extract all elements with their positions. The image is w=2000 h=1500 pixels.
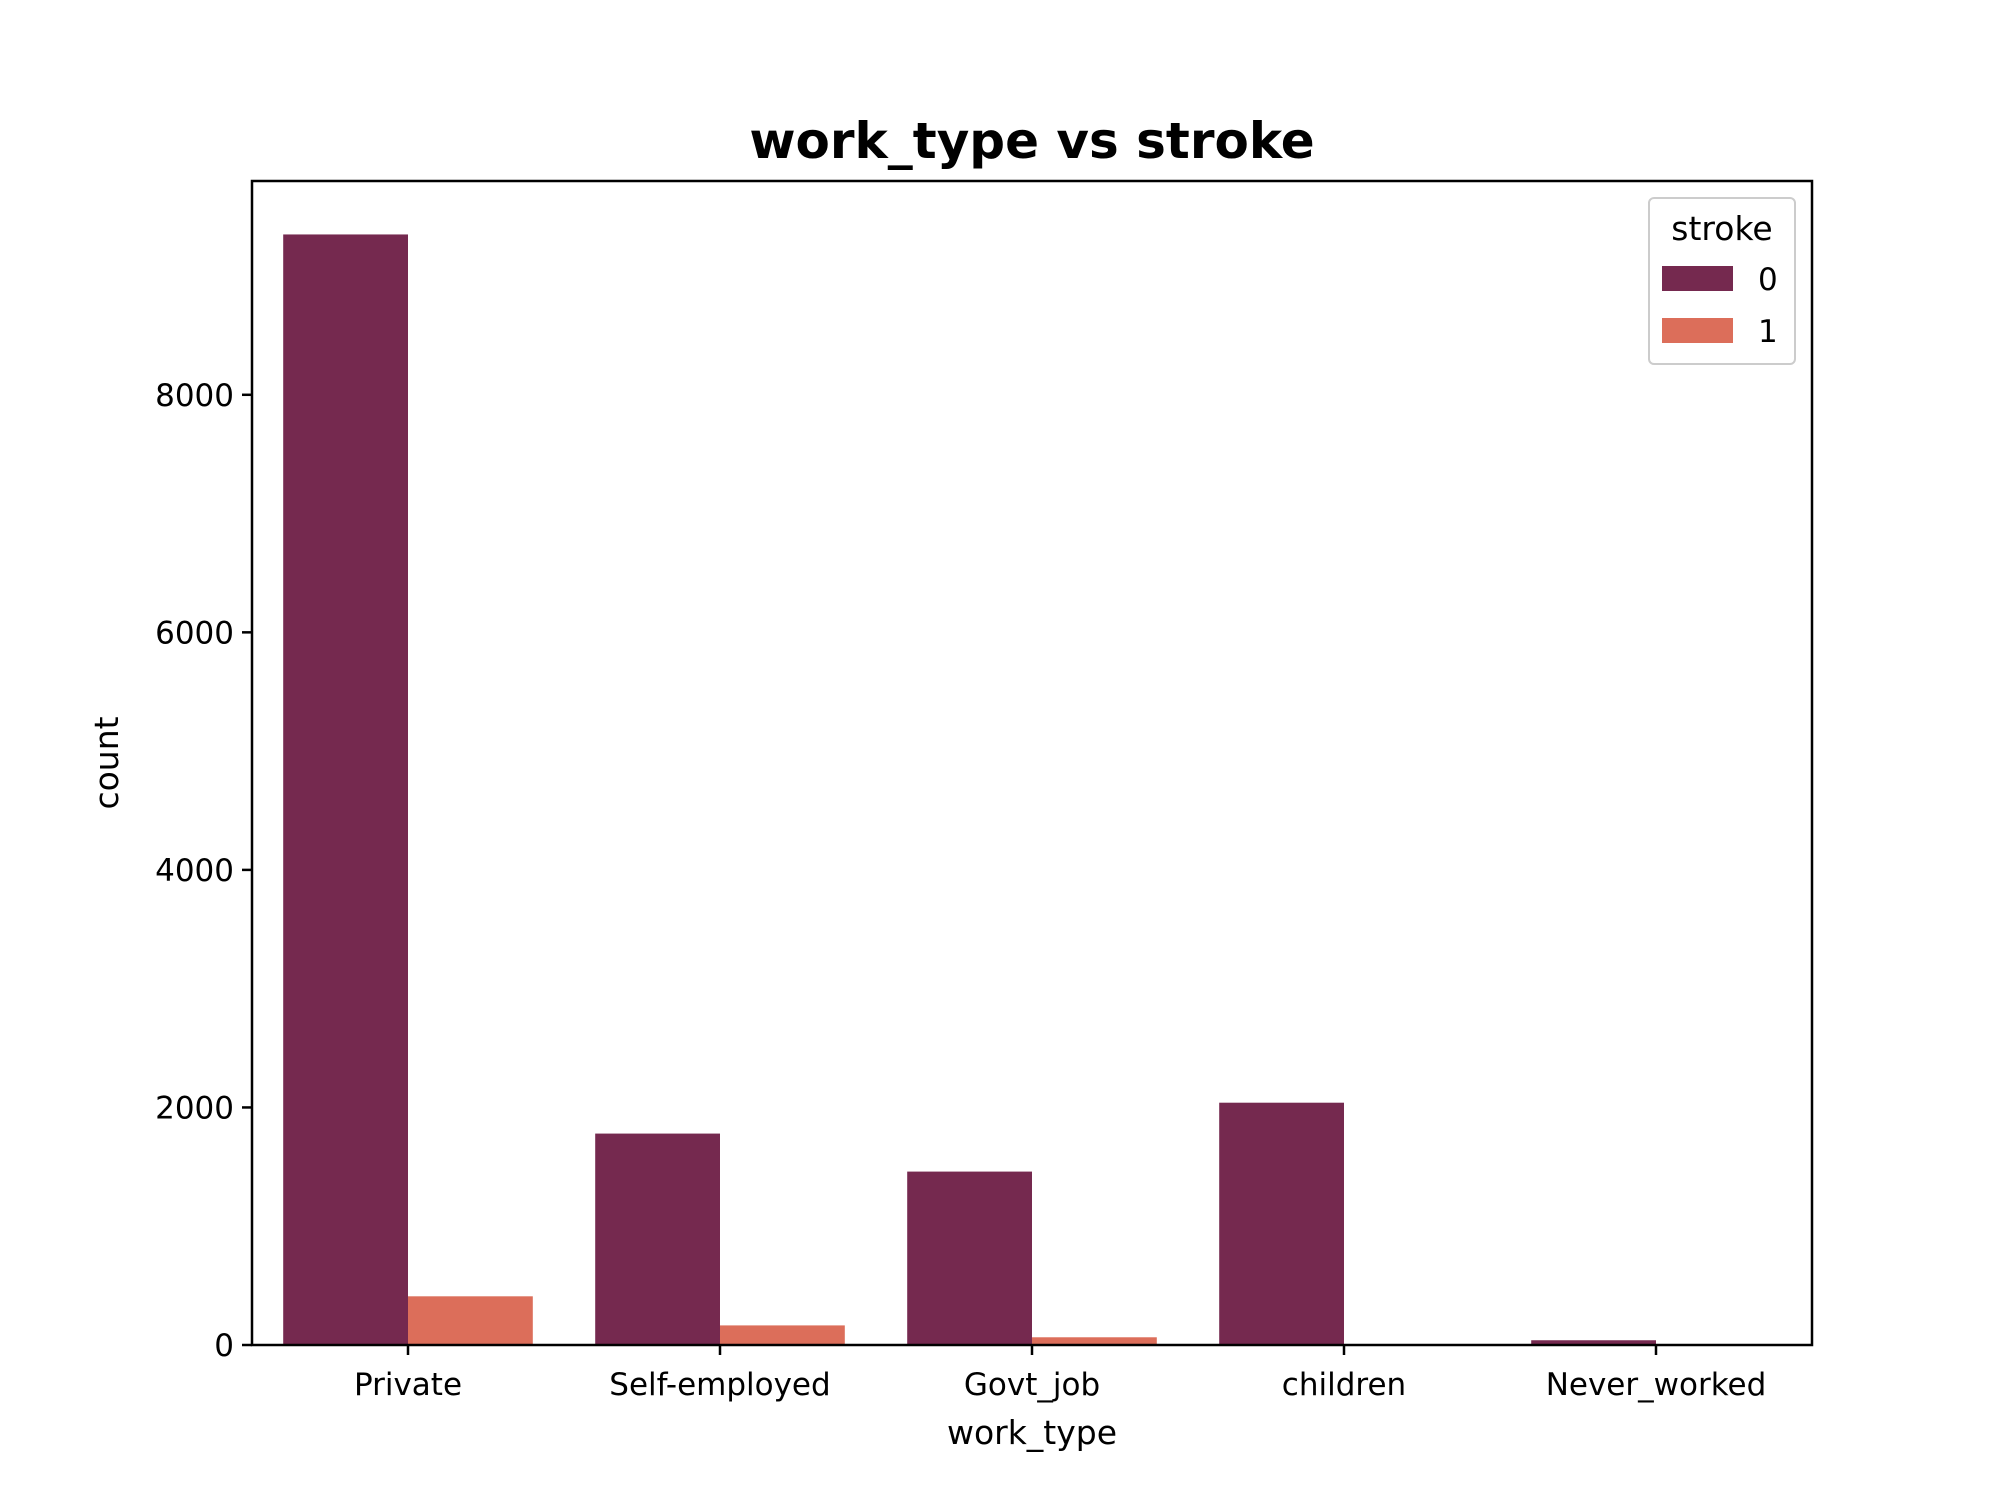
bar-Govt_job-stroke-0	[907, 1171, 1032, 1345]
x-axis-label: work_type	[947, 1413, 1117, 1452]
y-tick-label: 4000	[155, 853, 234, 889]
legend-label-0: 0	[1758, 262, 1778, 298]
bars-group	[283, 234, 1656, 1346]
y-axis: 0 2000 4000 6000 8000	[155, 378, 252, 1364]
bar-Self-employed-stroke-1	[720, 1325, 845, 1345]
x-tick-label-Never_worked: Never_worked	[1546, 1367, 1767, 1403]
bar-Govt_job-stroke-1	[1032, 1337, 1157, 1345]
legend: stroke 0 1	[1648, 197, 1796, 365]
x-tick-label-Private: Private	[354, 1367, 462, 1403]
legend-swatch-0	[1662, 266, 1733, 291]
bar-Never_worked-stroke-0	[1531, 1340, 1656, 1345]
x-tick-label-Self-employed: Self-employed	[609, 1367, 830, 1403]
chart-title: work_type vs stroke	[749, 112, 1314, 170]
x-tick-label-Govt_job: Govt_job	[964, 1367, 1100, 1403]
legend-title: stroke	[1671, 209, 1772, 248]
bar-children-stroke-0	[1219, 1102, 1344, 1345]
plot-frame	[250, 179, 1814, 1347]
y-tick-label: 0	[214, 1328, 234, 1364]
legend-swatch-1	[1662, 318, 1733, 343]
bar-Private-stroke-1	[408, 1296, 533, 1345]
legend-label-1: 1	[1758, 314, 1778, 350]
x-tick-label-children: children	[1282, 1367, 1406, 1403]
bar-Private-stroke-0	[283, 234, 408, 1346]
y-axis-label: count	[87, 716, 126, 809]
x-axis: Private Self-employed Govt_job children Neve…	[354, 1345, 1766, 1403]
bar-Self-employed-stroke-0	[595, 1133, 720, 1345]
y-tick-label: 2000	[155, 1090, 234, 1126]
y-tick-label: 6000	[155, 615, 234, 651]
y-tick-label: 8000	[155, 378, 234, 414]
